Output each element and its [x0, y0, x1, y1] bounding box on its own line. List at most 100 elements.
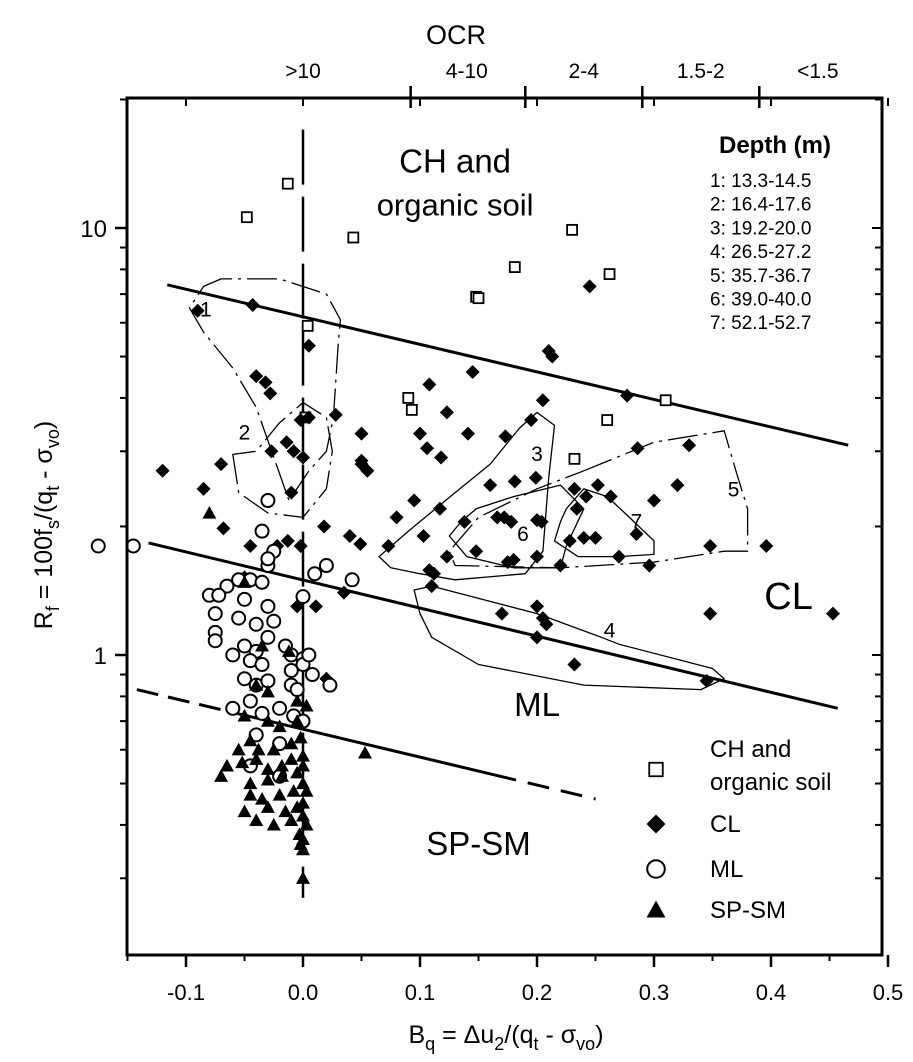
zone-labels: CH and organic soil CL ML SP-SM	[377, 142, 813, 862]
x-tick-label: 0.4	[756, 980, 787, 1005]
depth-group-label: 4	[604, 619, 616, 642]
ch-organic-square-point	[568, 452, 581, 465]
sp-sm-triangle-point	[284, 813, 299, 826]
sp-sm-triangle-point	[290, 714, 305, 727]
sp-sm-triangle-point	[272, 719, 287, 733]
cl-diamond-point	[629, 527, 644, 542]
depth-group-label: 5	[728, 479, 740, 502]
cl-diamond-point	[534, 514, 549, 529]
cl-diamond-point	[530, 599, 544, 614]
cl-diamond-point	[439, 549, 454, 564]
ml-circle-point	[307, 566, 323, 582]
cl-diamond-point	[576, 530, 591, 545]
sp-sm-triangle-point	[235, 755, 250, 769]
cl-diamond-point	[407, 493, 422, 508]
cl-diamond-point	[416, 528, 431, 543]
cl-diamond-point	[216, 521, 231, 536]
x-tick-label: 0.0	[288, 980, 319, 1005]
cl-diamond-point	[301, 338, 316, 353]
depth-legend-entry: 2: 16.4-17.6	[710, 195, 811, 216]
cl-diamond-point	[354, 457, 369, 472]
depth-legend-entry: 3: 19.2-20.0	[710, 218, 811, 239]
depth-legend-title: Depth (m)	[719, 132, 831, 159]
y-tick-label: 10	[80, 216, 107, 243]
sp-sm-triangle-point	[299, 784, 314, 797]
sp-sm-triangle-point	[249, 678, 264, 691]
depth-group-1-outline	[188, 278, 342, 502]
cl-diamond-point	[420, 441, 435, 456]
sp-sm-triangle-point	[299, 817, 314, 831]
ml-circle-point	[237, 591, 252, 607]
sp-sm-triangle-point	[231, 742, 246, 756]
sp-sm-triangle-point	[255, 792, 270, 805]
ch-organic-square-point	[281, 177, 294, 190]
sp-sm-triangle-point	[290, 765, 305, 779]
ml-circle-point	[318, 558, 334, 574]
ml-circle-point	[266, 613, 282, 629]
ml-sp-sm-boundary-line-left-dash	[136, 688, 229, 713]
depth-group-4-outline	[413, 585, 725, 691]
sp-sm-triangle-point	[260, 772, 275, 786]
cl-diamond-point	[245, 298, 260, 313]
depth-group-5-outline	[448, 430, 749, 569]
legend-label: organic soil	[710, 769, 831, 796]
ch-organic-square-point	[601, 414, 614, 426]
ml-circle-point	[304, 667, 320, 683]
ml-circle-point	[272, 700, 288, 716]
sp-sm-triangle-point	[214, 769, 229, 782]
cl-diamond-point	[506, 552, 521, 567]
ml-circle-point	[207, 633, 223, 649]
ml-circle-point	[242, 693, 258, 709]
cl-diamond-point	[424, 579, 439, 594]
cl-diamond-point	[567, 481, 582, 496]
ocr-range-label: <1.5	[797, 60, 838, 83]
cl-diamond-point	[336, 585, 351, 600]
sp-sm-triangle-point	[260, 714, 275, 727]
cl-diamond-point	[439, 405, 454, 420]
sp-sm-triangle-point	[296, 871, 310, 884]
ml-circle-point	[231, 610, 247, 626]
sp-sm-triangle-point	[274, 758, 289, 772]
cl-diamond-point	[190, 303, 205, 318]
cl-diamond-point	[286, 444, 301, 459]
cl-diamond-point	[504, 514, 519, 529]
ocr-axis-ticks: >10 4-10 2-4 1.5-2 <1.5	[285, 60, 839, 108]
cl-diamond-point	[296, 450, 310, 465]
ocr-axis-title: OCR	[426, 20, 486, 50]
cl-diamond-point	[317, 519, 332, 534]
cl-diamond-point	[530, 630, 544, 645]
depth-group-label: 3	[531, 443, 543, 466]
depth-group-3-outline	[378, 411, 556, 581]
sp-sm-triangle-point	[237, 575, 252, 588]
series-ml	[90, 493, 360, 784]
ml-circle-point	[254, 523, 270, 539]
cl-diamond-point	[483, 478, 498, 493]
cl-diamond-point	[670, 478, 685, 493]
sp-sm-triangle-point	[299, 698, 314, 712]
cl-diamond-point	[642, 558, 657, 573]
ch-organic-square-point	[240, 211, 253, 224]
sp-sm-triangle-point	[219, 758, 234, 772]
cl-diamond-point	[457, 514, 472, 529]
ch-organic-square-point	[405, 403, 418, 416]
zone-label: SP-SM	[426, 825, 531, 862]
depth-legend-entry: 1: 13.3-14.5	[710, 171, 811, 192]
legend-marker-filled-triangle	[646, 900, 666, 918]
cl-diamond-point	[567, 657, 582, 672]
ml-circle-point	[254, 574, 270, 590]
ch-organic-square-point	[508, 261, 521, 273]
sp-sm-triangle-point	[243, 776, 258, 790]
cl-diamond-point	[611, 549, 626, 564]
cl-diamond-point	[699, 673, 714, 688]
legend-label: ML	[710, 856, 743, 883]
cl-diamond-point	[553, 558, 568, 573]
sp-sm-triangle-point	[237, 708, 252, 722]
ch-organic-square-point	[566, 223, 578, 236]
depth-group-label: 1	[200, 299, 212, 322]
sp-sm-triangle-point	[281, 644, 296, 657]
cl-diamond-point	[703, 538, 718, 553]
sp-sm-triangle-point	[243, 788, 258, 801]
ml-circle-point	[322, 677, 338, 693]
series-cl	[155, 279, 841, 688]
cl-diamond-point	[328, 407, 343, 422]
